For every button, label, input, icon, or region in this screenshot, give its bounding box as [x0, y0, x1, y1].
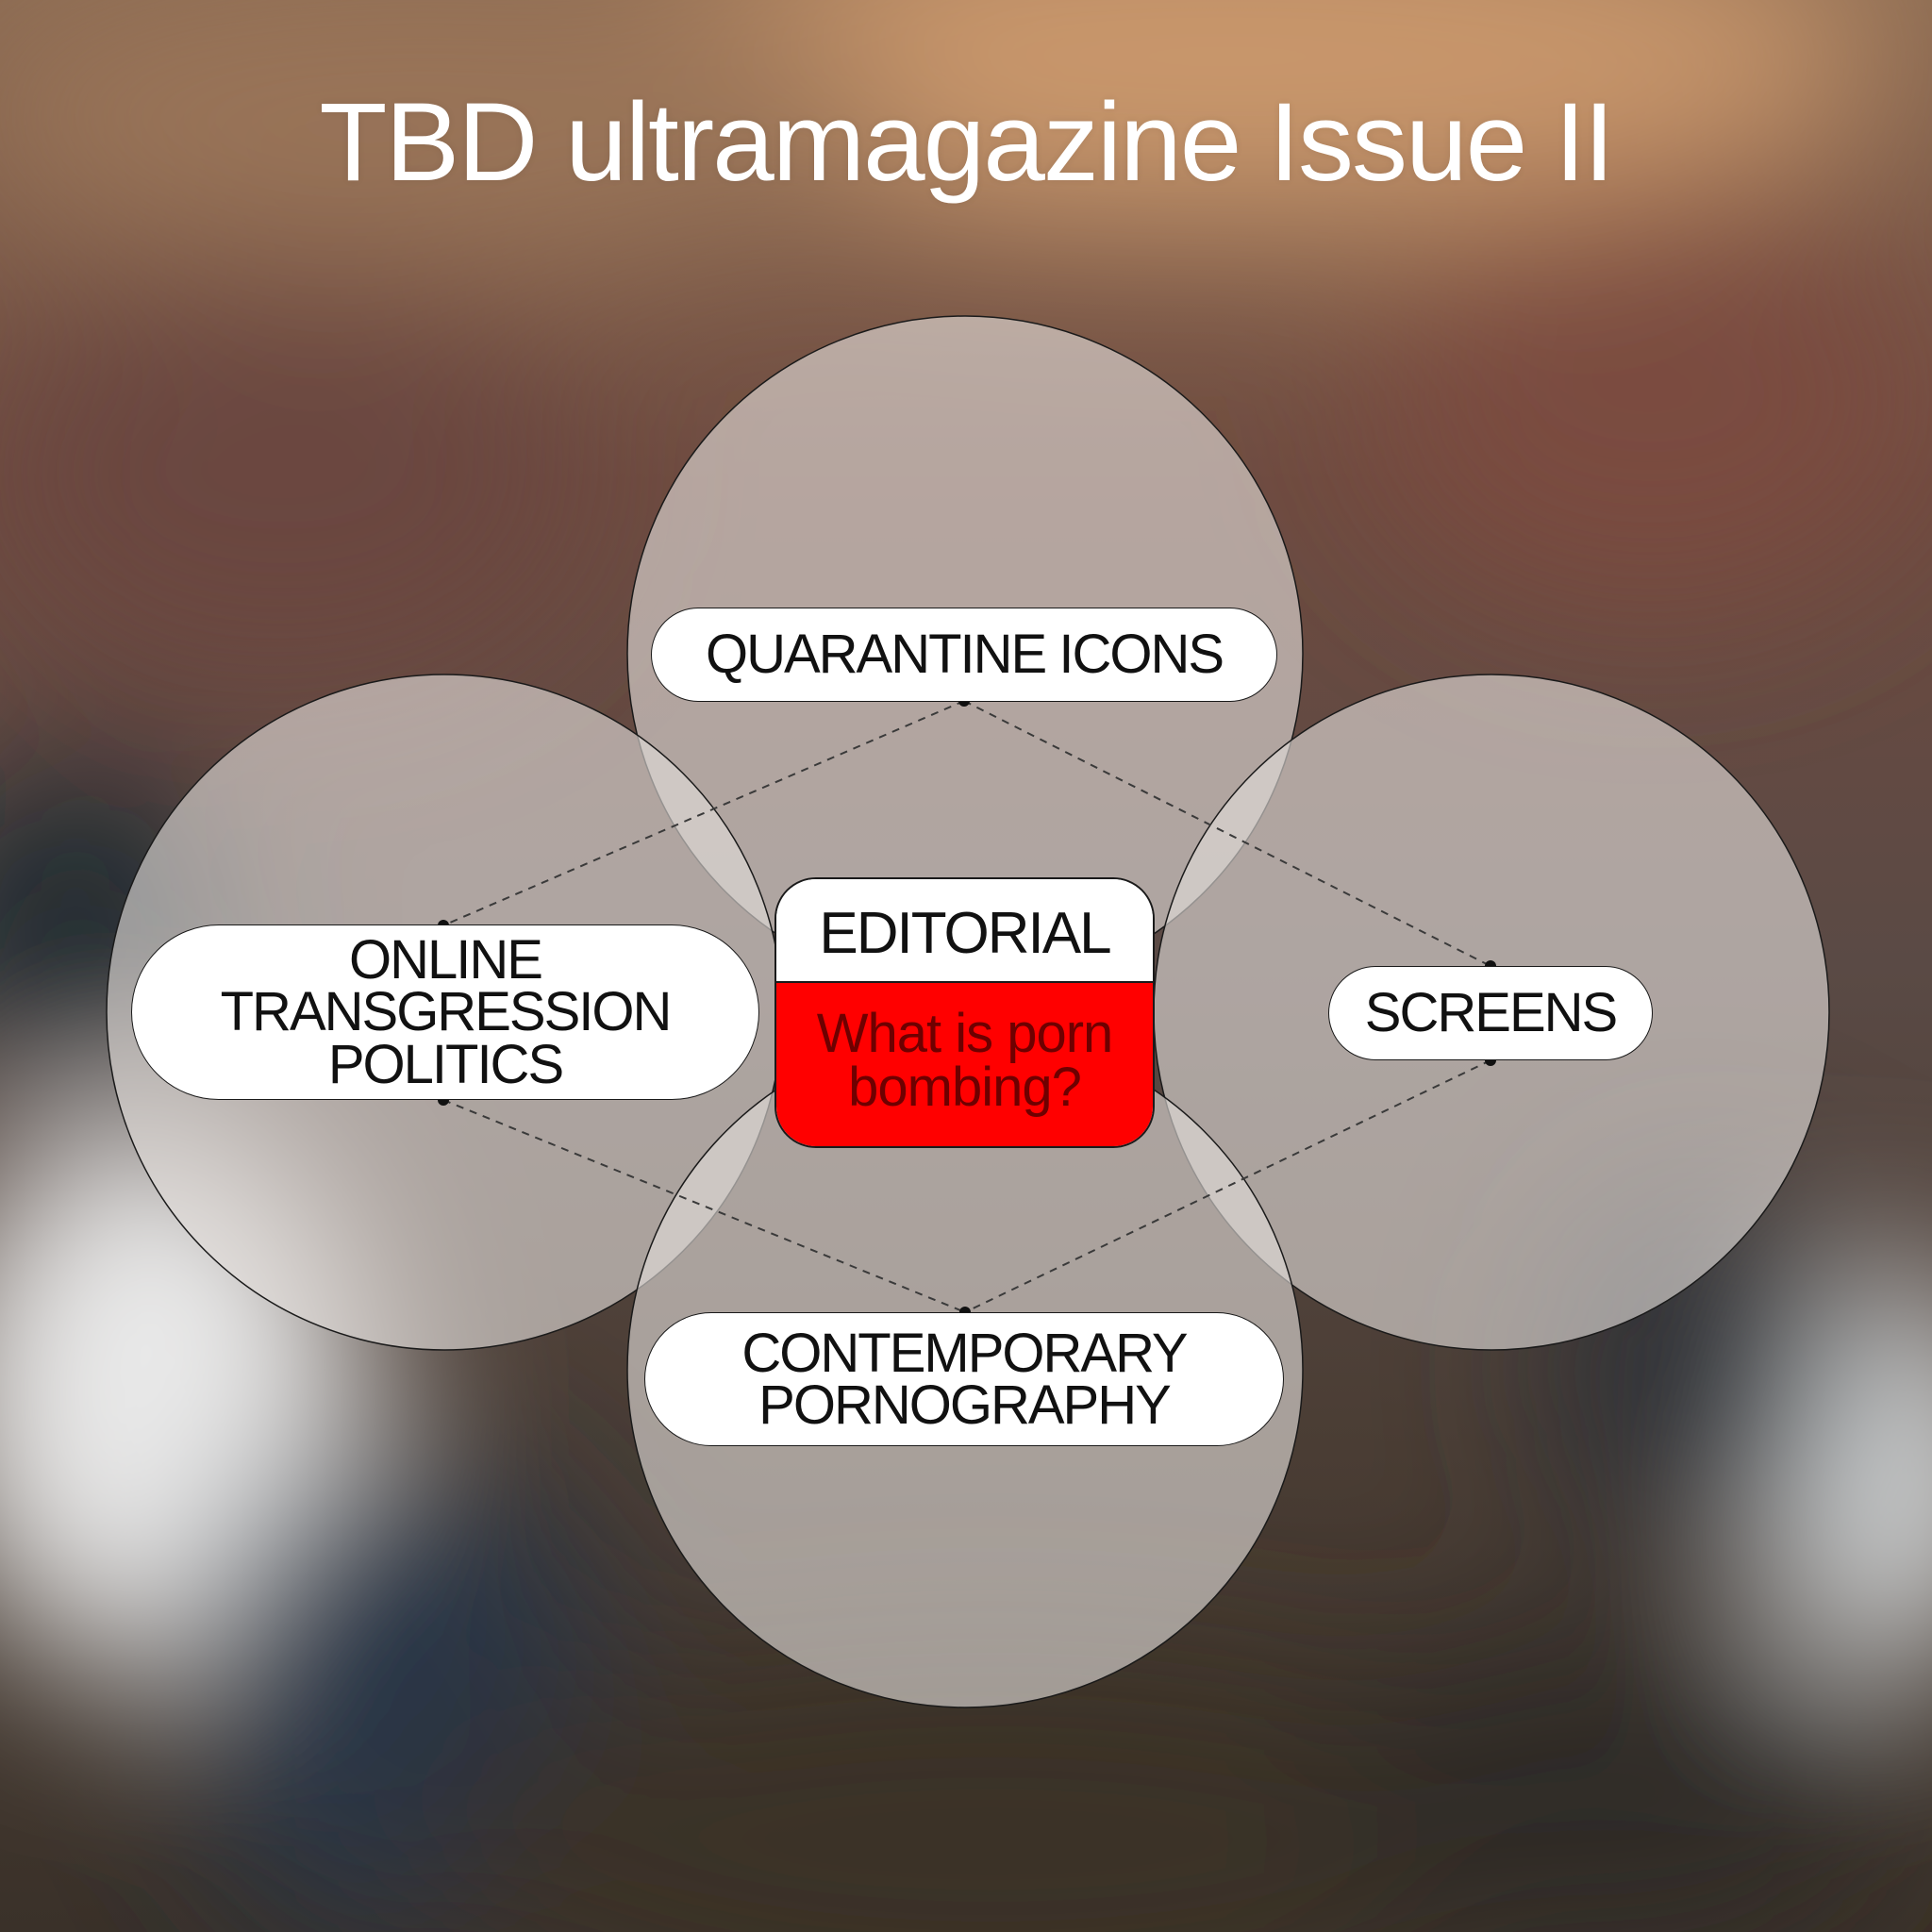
- node-screens[interactable]: SCREENS: [1328, 966, 1653, 1060]
- editorial-question: What is porn bombing?: [776, 983, 1153, 1146]
- node-quarantine-icons[interactable]: QUARANTINE ICONS: [651, 608, 1277, 702]
- page-title: TBD ultramagazine Issue II: [319, 80, 1614, 205]
- editorial-heading: EDITORIAL: [776, 879, 1153, 983]
- node-online-transgression-politics[interactable]: ONLINE TRANSGRESSION POLITICS: [131, 924, 759, 1100]
- connector-line: [442, 700, 965, 926]
- node-contemporary-pornography[interactable]: CONTEMPORARY PORNOGRAPHY: [644, 1312, 1284, 1446]
- connector-line: [442, 1099, 966, 1313]
- editorial-card[interactable]: EDITORIAL What is porn bombing?: [774, 877, 1155, 1148]
- connector-line: [964, 1059, 1491, 1313]
